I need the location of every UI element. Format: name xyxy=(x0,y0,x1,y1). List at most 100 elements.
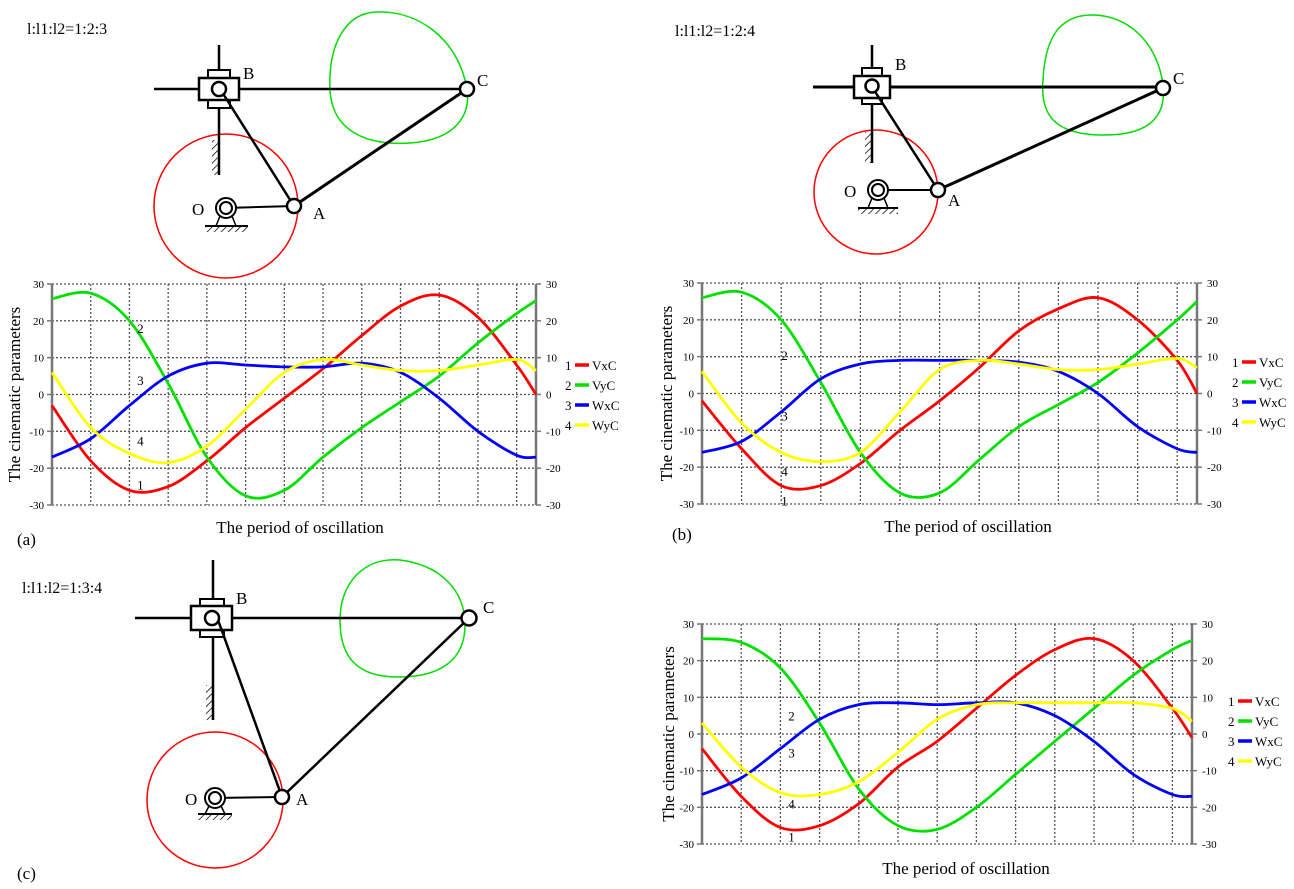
legend-label: VyC xyxy=(1255,714,1278,729)
ratio-label: l:l1:l2=1:3:4 xyxy=(22,580,102,597)
y-tick-label-left: -10 xyxy=(29,426,44,438)
x-axis-title: The period of oscillation xyxy=(216,518,384,537)
joint-b xyxy=(203,609,221,627)
link-ab xyxy=(220,91,296,207)
series-line-vyc xyxy=(51,290,537,500)
point-label-a: A xyxy=(296,790,309,809)
joint-b xyxy=(210,80,228,98)
curve-number-annotation: 4 xyxy=(137,434,144,449)
point-label-c: C xyxy=(1173,69,1184,88)
ratio-label: l:l1:l2=1:2:3 xyxy=(27,21,107,38)
series-line-wxc xyxy=(701,700,1193,799)
y-tick-label-left: 20 xyxy=(683,315,695,327)
fixed-pivot-o xyxy=(198,787,232,820)
legend-number: 2 xyxy=(1232,375,1239,390)
fixed-pivot-o xyxy=(858,179,898,214)
series-line-vxc xyxy=(700,636,1194,832)
legend-label: WyC xyxy=(1259,415,1286,430)
curve-number-annotation: 4 xyxy=(781,464,788,479)
trajectory-c-loop xyxy=(339,559,466,678)
series-line-wxc xyxy=(701,358,1198,454)
legend-number: 3 xyxy=(565,398,572,413)
y-tick-label-left: 30 xyxy=(683,619,695,631)
legend-label: WyC xyxy=(592,418,619,433)
point-label-b: B xyxy=(243,64,254,83)
y-tick-label-right: 30 xyxy=(1207,278,1219,290)
series-line-vyc xyxy=(701,637,1193,833)
series-line-vxc xyxy=(50,293,538,494)
series-line-vyc xyxy=(701,289,1198,499)
mechanism-diagram-b: l:l1:l2=1:2:4 B C O A xyxy=(675,14,1184,255)
y-tick-label-right: -20 xyxy=(1207,462,1222,474)
series-line-wyc xyxy=(50,357,537,465)
joint-c xyxy=(458,80,476,98)
y-tick-label-right: 0 xyxy=(546,390,552,402)
link-ab xyxy=(216,619,284,798)
y-tick-label-left: -30 xyxy=(29,500,44,512)
y-tick-label-left: -30 xyxy=(679,839,694,851)
link-ac xyxy=(281,617,470,798)
y-tick-label-left: 10 xyxy=(683,692,695,704)
x-axis-title: The period of oscillation xyxy=(882,859,1050,878)
point-label-c: C xyxy=(483,598,494,617)
y-axis-title: The cinematic parameters xyxy=(657,306,676,482)
curve-number-annotation: 2 xyxy=(781,348,788,363)
curve-number-annotation: 1 xyxy=(788,830,795,845)
y-tick-label-right: 20 xyxy=(1202,656,1214,668)
legend-label: VxC xyxy=(1255,694,1280,709)
y-tick-label-right: 30 xyxy=(1202,619,1214,631)
y-tick-label-right: -20 xyxy=(546,463,561,475)
y-tick-label-right: 10 xyxy=(1207,352,1219,364)
y-tick-label-left: 30 xyxy=(33,279,45,291)
x-axis-title: The period of oscillation xyxy=(884,517,1052,536)
y-axis-title: The cinematic parameters xyxy=(5,307,24,483)
legend-number: 1 xyxy=(565,358,572,373)
point-label-o: O xyxy=(185,790,197,809)
y-tick-label-left: -20 xyxy=(679,802,694,814)
link-ab xyxy=(872,89,940,191)
legend-label: VyC xyxy=(1259,375,1282,390)
chart-c: 30 30 20 20 10 10 0 0 -10 -10 -20 -20 -30 -30 1 VxC 2 VyC… xyxy=(659,619,1282,878)
curve-number-annotation: 2 xyxy=(137,321,144,336)
charts: 30 30 20 20 10 10 0 0 -10 -10 -20 -20 -30 -30 1 VxC 2 VyC… xyxy=(5,278,1286,878)
series-line-vxc xyxy=(700,296,1199,491)
point-label-a: A xyxy=(948,191,961,210)
y-tick-label-right: -10 xyxy=(546,426,561,438)
y-tick-label-left: 20 xyxy=(683,656,695,668)
fixed-pivot-o xyxy=(205,197,248,232)
y-tick-label-left: -10 xyxy=(679,766,694,778)
crank-oa xyxy=(225,205,295,209)
curve-number-annotation: 4 xyxy=(788,797,795,812)
ratio-label: l:l1:l2=1:2:4 xyxy=(675,23,755,40)
curve-number-annotation: 2 xyxy=(788,709,795,724)
y-tick-label-left: 0 xyxy=(689,389,695,401)
y-tick-label-left: 30 xyxy=(683,278,695,290)
y-tick-label-right: 30 xyxy=(546,279,558,291)
ground-hatch xyxy=(865,132,871,163)
y-tick-label-left: -20 xyxy=(679,462,694,474)
legend-label: WyC xyxy=(1255,754,1282,769)
joint-b xyxy=(864,78,880,94)
link-ac xyxy=(937,86,1164,192)
legend-label: WxC xyxy=(592,398,619,413)
y-tick-label-right: 10 xyxy=(546,353,558,365)
panel-tag-b: (b) xyxy=(672,525,692,544)
y-tick-label-left: 10 xyxy=(683,352,695,364)
y-tick-label-left: 20 xyxy=(33,316,45,328)
curve-number-annotation: 3 xyxy=(781,409,788,424)
y-tick-label-right: -30 xyxy=(1207,499,1222,511)
legend-number: 3 xyxy=(1228,734,1235,749)
y-tick-label-right: 10 xyxy=(1202,692,1214,704)
panel-tag-a: (a) xyxy=(17,530,36,549)
y-tick-label-right: -30 xyxy=(1202,839,1217,851)
legend-label: VxC xyxy=(1259,355,1284,370)
y-tick-label-right: -20 xyxy=(1202,802,1217,814)
ground-hatch xyxy=(206,685,212,720)
legend-label: VyC xyxy=(592,378,615,393)
mechanism-diagram-c: l:l1:l2=1:3:4 B C O A xyxy=(22,559,494,869)
legend-number: 2 xyxy=(565,378,572,393)
joint-a xyxy=(285,197,303,215)
legend-number: 4 xyxy=(565,418,572,433)
y-tick-label-left: -20 xyxy=(29,463,44,475)
y-tick-label-left: -10 xyxy=(679,425,694,437)
